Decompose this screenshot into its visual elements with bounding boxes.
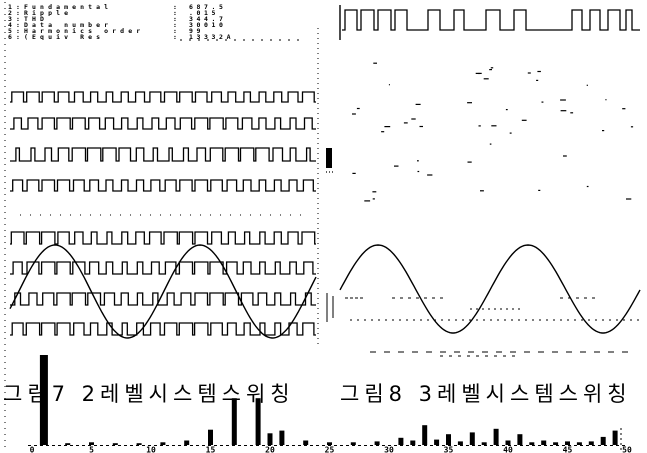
harmonic-spectrum: 0 5 10 15 20 25 30 35 40 45 50	[28, 355, 632, 453]
pwm-switching-trace	[10, 231, 316, 245]
pwm-switching-trace	[10, 261, 316, 275]
figure8-waveforms	[326, 5, 641, 357]
spectrum-tick-label: 30	[384, 446, 394, 453]
spectrum-bar	[184, 440, 190, 445]
spectrum-bar	[529, 442, 535, 445]
pwm-switching-trace	[10, 292, 316, 306]
spectrum-tick-label: 20	[265, 446, 275, 453]
spectrum-bar	[612, 430, 618, 445]
spectrum-bar	[255, 398, 261, 445]
spectrum-bar	[541, 440, 547, 445]
spectrum-bar	[410, 440, 416, 445]
spectrum-bar	[588, 441, 594, 445]
spectrum-bar	[576, 442, 582, 445]
spectrum-bar	[505, 440, 511, 445]
spectrum-bar	[279, 430, 285, 445]
readout-separator: :	[173, 33, 177, 41]
readout-value: 687.5	[189, 3, 227, 11]
spectrum-bar	[398, 437, 404, 445]
figure7-caption: 그림7 2레벨시스템스위칭	[3, 382, 295, 406]
spectrum-bar	[303, 440, 309, 445]
pulse-train-trace	[342, 9, 640, 31]
readout-label: 6:(Equiv Res	[8, 34, 105, 40]
spectrum-bar	[327, 442, 332, 445]
readout-label: 1:Fundamental	[8, 4, 113, 10]
spectrum-bar	[160, 442, 166, 445]
readout-separator: :	[173, 21, 177, 29]
readout-row: 6:(Equiv Res : 13332A	[8, 33, 248, 41]
readout-value: 344.7	[189, 15, 227, 23]
sine-reference-wave	[339, 244, 641, 334]
spectrum-tick-label: 40	[503, 446, 513, 453]
spectrum-bar	[457, 441, 463, 445]
pwm-switching-trace	[10, 147, 316, 162]
readout-label: 3:THD	[8, 16, 49, 22]
readout-separator: :	[173, 27, 177, 35]
readout-row: 1:Fundamental : 687.5	[8, 3, 248, 11]
spectrum-bar	[374, 441, 380, 445]
readout-row: 3:THD : 344.7	[8, 15, 248, 23]
readout-row: 2:Ripple : .015	[8, 9, 248, 17]
readout-separator: :	[173, 9, 177, 17]
spectrum-bar	[208, 429, 213, 445]
measurement-readout: 1:Fundamental : 687.5 2:Ripple : .015 3:…	[8, 3, 248, 41]
spectrum-bar	[446, 434, 451, 445]
spectrum-bar	[493, 428, 499, 445]
spectrum-tick-label: 0	[30, 446, 35, 453]
spectrum-tick-label: 35	[444, 446, 454, 453]
spectrum-bar	[267, 433, 273, 445]
readout-row: 5:Harmonics order : 99	[8, 27, 248, 35]
pwm-switching-trace	[10, 179, 316, 192]
spectrum-bar	[65, 443, 71, 445]
spectrum-bar	[600, 436, 606, 445]
readout-value: 99	[189, 27, 205, 35]
spectrum-bar	[350, 442, 356, 445]
spectrum-tick-label: 50	[622, 446, 632, 453]
trace-bracket	[326, 293, 334, 322]
spectrum-bar	[231, 398, 237, 445]
spectrum-bar	[553, 442, 559, 445]
spectrum-bar	[481, 442, 487, 445]
spectrum-tick-label: 10	[146, 446, 156, 453]
figure7-waveforms	[9, 91, 317, 339]
readout-separator: :	[173, 3, 177, 11]
pwm-switching-trace	[10, 117, 316, 130]
spectrum-bar	[517, 434, 523, 445]
pwm-switching-trace	[10, 322, 316, 336]
sine-reference-wave	[9, 244, 317, 339]
spectrum-bar	[565, 441, 570, 445]
spectrum-tick-label: 15	[206, 446, 216, 453]
trace-marker	[326, 148, 332, 168]
readout-value: .015	[189, 9, 220, 17]
spectrum-bar	[112, 443, 118, 445]
spectrum-tick-label: 5	[89, 446, 94, 453]
readout-label: 2:Ripple	[8, 10, 73, 16]
spectrum-bar	[136, 443, 142, 445]
readout-value: 13332A	[189, 33, 235, 41]
scan-frame-lines	[4, 2, 622, 451]
pwm-switching-trace	[10, 91, 316, 103]
readout-separator: :	[173, 15, 177, 23]
spectrum-bar	[39, 355, 48, 445]
readout-label: 5:Harmonics order	[8, 28, 145, 34]
readout-row: 4:Data number : 30010	[8, 21, 248, 29]
spectrum-tick-label: 25	[325, 446, 335, 453]
readout-value: 30010	[189, 21, 227, 29]
readout-label: 4:Data number	[8, 22, 113, 28]
spectrum-bar	[469, 432, 475, 445]
spectrum-bar	[434, 439, 440, 445]
spectrum-bar	[89, 442, 94, 445]
spectrum-tick-label: 45	[563, 446, 573, 453]
figure8-caption: 그림8 3레벨시스템스위칭	[340, 382, 632, 406]
spectrum-bar	[422, 425, 428, 445]
